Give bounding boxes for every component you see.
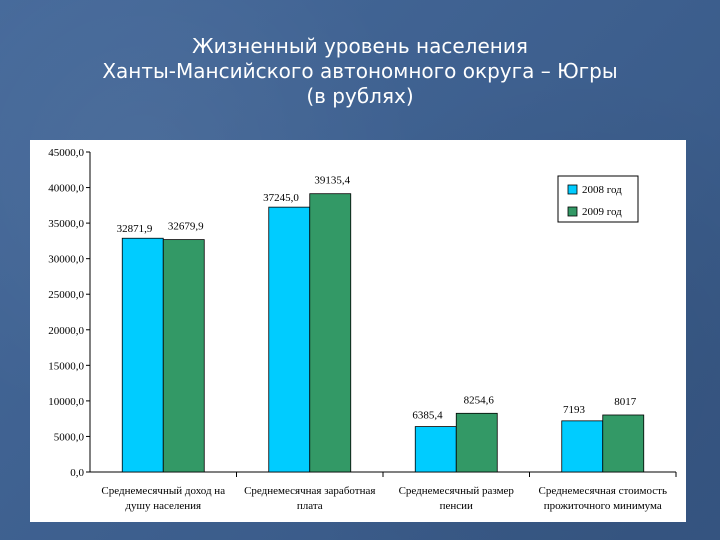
y-tick-label: 25000,0 xyxy=(48,289,84,301)
chart-panel: 0,0 5000,0 10000,0 15000,0 20000,0 25000,0 300… xyxy=(30,140,686,522)
bar-2009-4 xyxy=(602,414,645,473)
category-label: душу населения xyxy=(125,500,201,512)
data-label: 32679,9 xyxy=(168,221,204,233)
slide-title: Жизненный уровень населения Ханты-Мансий… xyxy=(0,34,720,109)
data-label: 6385,4 xyxy=(412,410,443,422)
y-tick-label: 5000,0 xyxy=(54,431,85,443)
y-tick-label: 15000,0 xyxy=(48,360,84,372)
category-label: Среднемесячный доход на xyxy=(101,485,225,497)
y-tick-label: 20000,0 xyxy=(48,325,84,337)
y-tick-label: 30000,0 xyxy=(48,254,84,266)
y-tick-label: 10000,0 xyxy=(48,396,84,408)
y-tick-label: 0,0 xyxy=(70,467,84,479)
bar-2008-1 xyxy=(121,237,164,473)
bar-2009-1 xyxy=(162,239,205,473)
data-label: 39135,4 xyxy=(314,175,350,187)
y-tick-label: 45000,0 xyxy=(48,147,84,159)
category-label: Среднемесячная стоимость xyxy=(539,485,667,497)
category-label: прожиточного минимума xyxy=(544,500,662,512)
bar-2008-3 xyxy=(414,426,457,473)
legend-swatch xyxy=(567,206,578,217)
bar-2009-2 xyxy=(309,193,352,473)
legend-swatch xyxy=(567,184,578,195)
data-label: 8254,6 xyxy=(464,394,495,406)
title-line-3: (в рублях) xyxy=(306,84,414,108)
category-label: Среднемесячный размер xyxy=(399,485,515,497)
data-label: 7193 xyxy=(563,404,586,416)
bar-2009-3 xyxy=(455,412,498,473)
legend-label: 2008 год xyxy=(582,184,622,196)
bar-2008-4 xyxy=(561,420,604,473)
data-label: 8017 xyxy=(614,396,637,408)
data-label: 37245,0 xyxy=(263,192,299,204)
legend-label: 2009 год xyxy=(582,206,622,218)
bar-chart: 0,0 5000,0 10000,0 15000,0 20000,0 25000,0 300… xyxy=(48,147,677,512)
category-label: плата xyxy=(297,500,323,512)
title-line-2: Ханты-Мансийского автономного округа – Ю… xyxy=(102,59,618,83)
data-label: 32871,9 xyxy=(117,223,153,235)
category-label: Среднемесячная заработная xyxy=(244,485,375,497)
y-tick-label: 40000,0 xyxy=(48,183,84,195)
bar-2008-2 xyxy=(268,206,311,473)
y-tick-label: 35000,0 xyxy=(48,218,84,230)
title-line-1: Жизненный уровень населения xyxy=(192,34,528,58)
category-label: пенсии xyxy=(440,500,473,512)
